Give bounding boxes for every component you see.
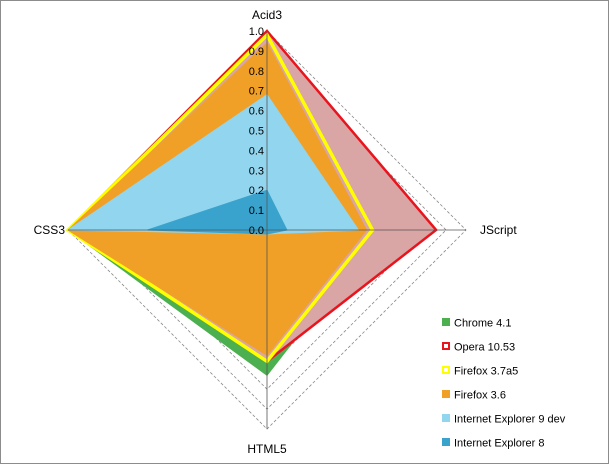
tick-label: 0.8	[249, 66, 264, 78]
tick-label: 0.7	[249, 86, 264, 98]
tick-label: 0.0	[249, 225, 264, 237]
legend-swatch	[442, 414, 450, 422]
tick-label: 0.9	[249, 46, 264, 58]
category-label-css3: CSS3	[34, 223, 66, 237]
legend-label: Internet Explorer 8	[454, 438, 545, 450]
legend-entry-chrome-4-1: Chrome 4.1	[442, 318, 511, 330]
radial-tick-labels: 0.0 0.1 0.2 0.3 0.4 0.5 0.6 0.7 0.8 0.9 1.0	[249, 26, 264, 237]
legend-entry-internet-explorer-8: Internet Explorer 8	[442, 438, 545, 450]
legend-label: Opera 10.53	[454, 342, 515, 354]
tick-label: 0.6	[249, 106, 264, 118]
series-layer	[65, 29, 438, 376]
legend-entry-firefox-3-7a5: Firefox 3.7a5	[442, 366, 518, 378]
legend-label: Internet Explorer 9 dev	[454, 414, 566, 426]
legend-swatch	[442, 438, 450, 446]
tick-label: 0.1	[249, 205, 264, 217]
legend-label: Chrome 4.1	[454, 318, 511, 330]
legend-entry-firefox-3-6: Firefox 3.6	[442, 390, 506, 402]
category-label-jscript: JScript	[480, 223, 517, 237]
axes	[68, 31, 466, 429]
legend-entry-internet-explorer-9-dev: Internet Explorer 9 dev	[442, 414, 566, 426]
category-label-html5: HTML5	[247, 442, 287, 456]
tick-label: 0.4	[249, 145, 264, 157]
legend-swatch	[442, 366, 450, 374]
legend-label: Firefox 3.6	[454, 390, 506, 402]
tick-label: 0.2	[249, 185, 264, 197]
category-label-acid3: Acid3	[252, 8, 282, 22]
legend-label: Firefox 3.7a5	[454, 366, 518, 378]
tick-label: 0.3	[249, 165, 264, 177]
legend-swatch	[442, 318, 450, 326]
category-labels: Acid3 JScript HTML5 CSS3	[34, 8, 518, 456]
legend: Chrome 4.1 Opera 10.53 Firefox 3.7a5 Firefo…	[442, 318, 566, 450]
tick-label: 0.5	[249, 126, 264, 138]
tick-label: 1.0	[249, 26, 264, 38]
legend-swatch	[442, 342, 450, 350]
legend-swatch	[442, 390, 450, 398]
legend-entry-opera-10-53: Opera 10.53	[442, 342, 515, 354]
